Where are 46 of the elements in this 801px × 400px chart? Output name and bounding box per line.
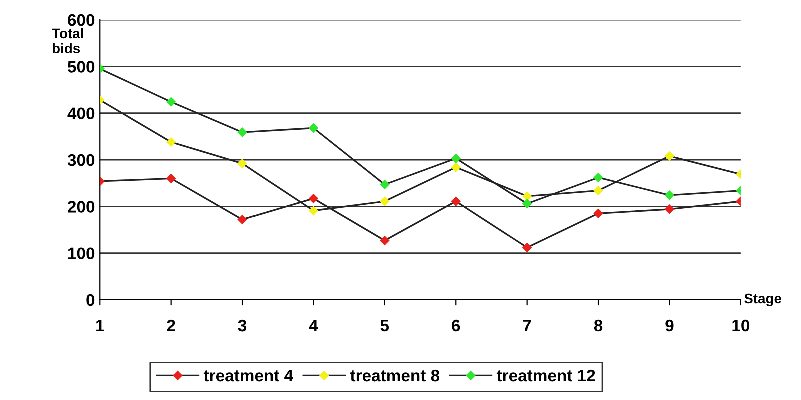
y-tick-label: 100 — [68, 248, 95, 260]
point — [380, 236, 390, 246]
point — [166, 138, 176, 147]
point — [380, 180, 390, 190]
y-tick-label: 0 — [86, 294, 95, 306]
point — [522, 199, 532, 208]
x-tick-label: 5 — [380, 320, 390, 332]
y-tick-label: 400 — [68, 108, 95, 120]
point — [238, 159, 248, 168]
y-axis-title: Total bids — [52, 28, 84, 54]
point — [309, 194, 318, 204]
point — [594, 209, 604, 218]
point — [309, 124, 318, 133]
y-tick-label: 200 — [68, 201, 95, 213]
y-tick-label: 500 — [68, 61, 95, 73]
point — [594, 173, 604, 182]
x-tick-label: 2 — [167, 320, 176, 332]
point — [166, 174, 176, 184]
legend-label: treatment 12 — [496, 370, 596, 382]
point — [522, 192, 532, 202]
x-axis-title: Stage — [744, 294, 782, 306]
x-tick-label: 10 — [732, 320, 750, 332]
point — [452, 196, 461, 206]
point — [380, 196, 390, 206]
x-tick-label: 1 — [96, 320, 104, 332]
point — [452, 154, 461, 164]
point — [665, 190, 674, 200]
x-tick-label: 3 — [238, 320, 247, 332]
point — [665, 152, 674, 161]
legend-label: treatment 8 — [350, 370, 440, 382]
point — [238, 128, 248, 138]
x-tick-label: 4 — [309, 320, 318, 332]
x-tick-label: 8 — [594, 320, 603, 332]
point — [166, 98, 176, 107]
x-tick-label: 7 — [523, 320, 532, 332]
point — [452, 162, 461, 172]
y-tick-label: 300 — [68, 154, 95, 166]
point — [238, 215, 248, 224]
point — [309, 206, 318, 216]
point — [665, 204, 674, 214]
point — [594, 186, 604, 196]
x-tick-label: 6 — [452, 320, 460, 332]
point — [522, 243, 532, 252]
legend-label: treatment 4 — [204, 370, 294, 382]
y-tick-label: 600 — [68, 14, 95, 26]
x-tick-label: 9 — [666, 320, 674, 332]
